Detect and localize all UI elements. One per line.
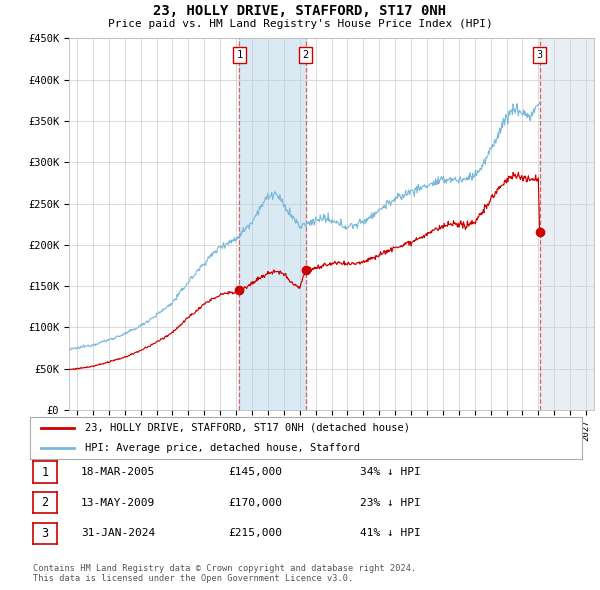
Text: 34% ↓ HPI: 34% ↓ HPI: [360, 467, 421, 477]
Text: Contains HM Land Registry data © Crown copyright and database right 2024.
This d: Contains HM Land Registry data © Crown c…: [33, 563, 416, 583]
Text: 2: 2: [41, 496, 49, 509]
Text: 23% ↓ HPI: 23% ↓ HPI: [360, 498, 421, 507]
Text: £215,000: £215,000: [228, 529, 282, 538]
Text: £170,000: £170,000: [228, 498, 282, 507]
Text: HPI: Average price, detached house, Stafford: HPI: Average price, detached house, Staf…: [85, 443, 360, 453]
Bar: [239, 38, 305, 410]
Text: 1: 1: [41, 466, 49, 478]
Text: 13-MAY-2009: 13-MAY-2009: [81, 498, 155, 507]
Text: 2: 2: [302, 50, 308, 60]
Text: 31-JAN-2024: 31-JAN-2024: [81, 529, 155, 538]
Text: 23, HOLLY DRIVE, STAFFORD, ST17 0NH: 23, HOLLY DRIVE, STAFFORD, ST17 0NH: [154, 4, 446, 18]
Text: 3: 3: [536, 50, 543, 60]
Text: £145,000: £145,000: [228, 467, 282, 477]
Text: 41% ↓ HPI: 41% ↓ HPI: [360, 529, 421, 538]
Text: 18-MAR-2005: 18-MAR-2005: [81, 467, 155, 477]
Text: 1: 1: [236, 50, 242, 60]
Bar: [539, 38, 594, 410]
Text: Price paid vs. HM Land Registry's House Price Index (HPI): Price paid vs. HM Land Registry's House …: [107, 19, 493, 29]
Text: 23, HOLLY DRIVE, STAFFORD, ST17 0NH (detached house): 23, HOLLY DRIVE, STAFFORD, ST17 0NH (det…: [85, 422, 410, 432]
Text: 3: 3: [41, 527, 49, 540]
